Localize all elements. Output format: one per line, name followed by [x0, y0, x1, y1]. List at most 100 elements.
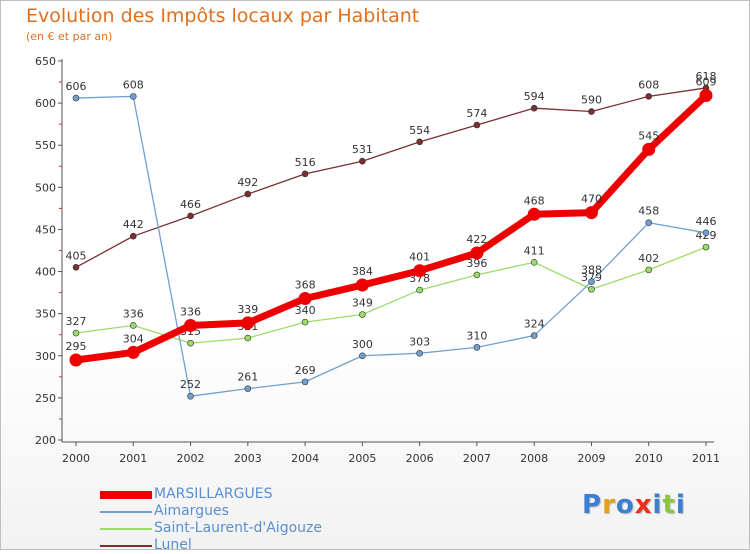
data-point [413, 264, 427, 278]
data-label: 303 [409, 335, 430, 348]
data-label: 402 [638, 252, 659, 265]
legend-label: Lunel [154, 537, 192, 553]
data-label: 618 [696, 70, 717, 83]
x-tick-label: 2000 [62, 452, 90, 465]
series-line-saint-laurent-d-aigouze [75, 246, 707, 344]
logo-letter: i [675, 490, 686, 520]
legend-swatch [100, 491, 152, 499]
data-point [530, 104, 538, 112]
y-tick-label: 650 [35, 55, 56, 68]
data-label: 422 [466, 233, 487, 246]
x-tick-label: 2009 [577, 452, 605, 465]
data-label: 446 [696, 215, 717, 228]
data-label: 388 [581, 264, 602, 277]
data-label: 442 [123, 218, 144, 231]
x-tick-label: 2010 [635, 452, 663, 465]
data-point [473, 344, 481, 351]
x-tick-label: 2008 [520, 452, 548, 465]
data-label: 466 [180, 198, 201, 211]
data-point [416, 138, 423, 146]
data-label: 295 [66, 340, 87, 353]
data-label: 608 [123, 78, 144, 91]
logo-letter: P [582, 490, 603, 520]
data-point [244, 334, 252, 342]
data-label: 545 [638, 129, 659, 142]
data-point [241, 316, 255, 330]
y-tick-label: 400 [35, 266, 56, 279]
y-tick-label: 550 [35, 139, 56, 152]
x-tick-label: 2002 [177, 452, 205, 465]
legend-label: Saint-Laurent-d'Aigouze [154, 520, 322, 536]
data-point [301, 378, 309, 386]
legend-label: Aimargues [154, 503, 229, 519]
legend-swatch [100, 545, 152, 547]
data-label: 468 [524, 194, 545, 207]
data-point [359, 311, 366, 318]
data-point [642, 142, 656, 156]
data-point [126, 345, 140, 359]
data-label: 516 [295, 156, 316, 169]
data-point [129, 232, 137, 240]
data-point [69, 353, 83, 367]
data-point [355, 278, 369, 292]
data-label: 606 [66, 80, 87, 93]
data-point [588, 108, 595, 115]
data-point [187, 212, 194, 220]
y-tick-label: 300 [35, 350, 56, 363]
data-point [645, 93, 653, 100]
data-label: 300 [352, 338, 373, 351]
data-point [301, 170, 309, 178]
chart-subtitle: (en € et par an) [26, 30, 113, 43]
data-point [702, 243, 710, 251]
data-label: 384 [352, 265, 373, 278]
data-label: 411 [524, 244, 545, 257]
data-point [244, 190, 252, 198]
data-label: 590 [581, 94, 602, 107]
data-point [416, 349, 423, 357]
x-tick-label: 2006 [406, 452, 434, 465]
data-label: 405 [66, 249, 87, 262]
data-label: 401 [409, 251, 430, 264]
data-point [184, 318, 198, 332]
y-tick-label: 250 [35, 392, 56, 405]
data-point [72, 94, 80, 102]
legend-swatch [100, 511, 152, 513]
data-point [72, 264, 80, 271]
data-point [416, 286, 423, 294]
data-point [187, 392, 194, 400]
logo-letter: i [652, 490, 663, 520]
series-line-lunel [75, 87, 707, 268]
x-tick-label: 2005 [348, 452, 376, 465]
logo-letter: r [602, 490, 616, 520]
x-tick-label: 2007 [463, 452, 491, 465]
data-label: 310 [466, 329, 487, 342]
x-tick-label: 2003 [234, 452, 262, 465]
data-label: 324 [524, 318, 545, 331]
logo-letter: t [662, 490, 676, 520]
data-label: 252 [180, 378, 201, 391]
data-point [359, 352, 366, 360]
data-point [588, 285, 595, 293]
data-label: 379 [581, 271, 602, 284]
data-label: 470 [581, 193, 602, 206]
data-label: 368 [295, 279, 316, 292]
data-label: 609 [696, 76, 717, 89]
data-point [187, 339, 194, 347]
data-point [702, 229, 710, 237]
data-label: 336 [180, 305, 201, 318]
data-point [473, 121, 481, 129]
data-point [301, 318, 309, 326]
data-point [473, 271, 481, 279]
data-label: 336 [123, 307, 144, 320]
series-line-aimargues [75, 95, 707, 397]
data-label: 327 [66, 315, 87, 328]
data-label: 554 [409, 124, 430, 137]
data-point [645, 219, 653, 227]
series-line-marsillargues [72, 92, 710, 364]
y-tick-label: 350 [35, 308, 56, 321]
data-point [244, 385, 252, 392]
y-tick-label: 200 [35, 434, 56, 447]
data-point [298, 292, 312, 306]
